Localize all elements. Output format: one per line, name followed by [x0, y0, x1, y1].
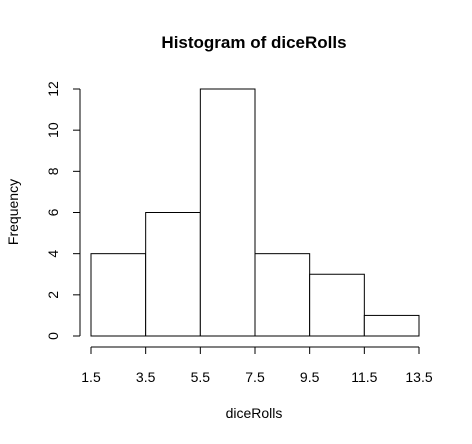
x-axis: 1.5 3.5 5.5 7.5 9.5 11.5 13.5 — [81, 346, 433, 385]
histogram-bar — [254, 253, 311, 337]
histogram-bar — [145, 212, 201, 337]
x-tick-label: 9.5 — [300, 369, 320, 385]
y-axis-label: Frequency — [5, 179, 21, 245]
histogram-bar — [309, 273, 365, 337]
y-tick-label: 2 — [45, 291, 61, 299]
x-tick-label: 11.5 — [351, 369, 377, 385]
histogram-bar — [363, 314, 420, 337]
y-tick-label: 0 — [45, 332, 61, 340]
histogram-bars — [90, 88, 420, 337]
histogram-bar — [90, 253, 147, 337]
y-tick-label: 8 — [45, 167, 61, 175]
x-axis-label: diceRolls — [226, 405, 283, 421]
x-tick-label: 3.5 — [136, 369, 156, 385]
y-axis: 0 2 4 6 8 10 12 — [45, 81, 81, 340]
x-tick-label: 13.5 — [405, 369, 432, 385]
x-tick-label: 1.5 — [81, 369, 101, 385]
x-tick-label: 7.5 — [245, 369, 265, 385]
y-tick-label: 10 — [45, 122, 61, 138]
y-tick-label: 12 — [45, 81, 61, 97]
y-tick-label: 6 — [45, 208, 61, 216]
chart-title: Histogram of diceRolls — [161, 33, 346, 52]
y-tick-label: 4 — [45, 250, 61, 258]
x-tick-label: 5.5 — [191, 369, 211, 385]
histogram-bar — [199, 88, 256, 337]
